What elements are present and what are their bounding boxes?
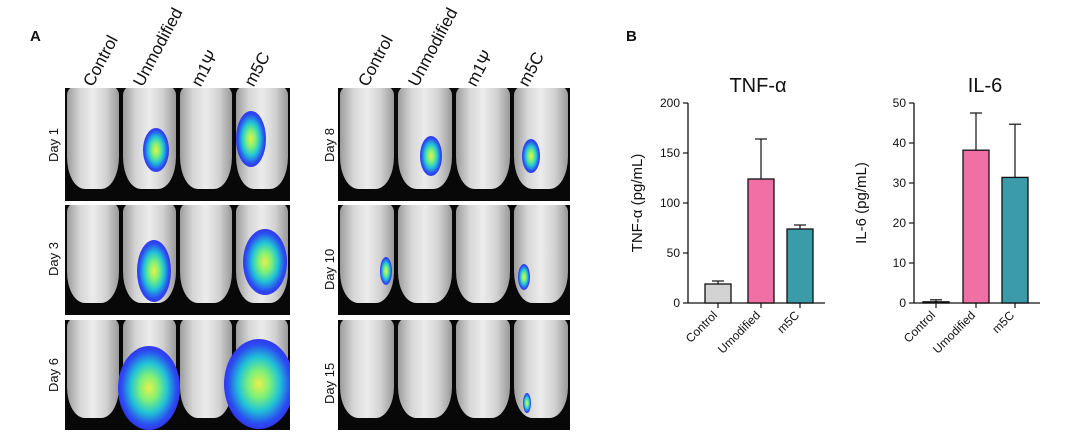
y-tick-label: 0 [899,296,906,310]
imaging-tile [338,205,570,315]
bioluminescence-signal [521,138,540,173]
bar-umodified [747,178,775,304]
panel-b-letter: B [626,28,637,45]
imaging-tile [65,205,290,315]
chart-title: TNF-α [729,75,786,97]
x-tick-label: Control [901,308,938,345]
mouse-image [67,205,120,303]
panel-a-letter: A [30,28,41,45]
imaging-tile [65,88,290,201]
bioluminescence-signal [143,128,170,173]
bioluminescence-signal [118,346,181,430]
y-tick-label: 50 [667,246,681,260]
bioluminescence-signal [235,110,266,167]
y-tick-label: 30 [893,176,907,190]
y-tick-label: 100 [660,196,680,210]
bar-m5c [1001,176,1029,304]
y-tick-label: 0 [673,296,680,310]
mouse-image [179,88,232,189]
y-tick-label: 10 [893,256,907,270]
bar-m5c [786,228,814,304]
bioluminescence-signal [379,257,392,285]
mouse-image [456,320,510,418]
mouse-image [67,88,120,189]
bioluminescence-signal [242,229,287,296]
mouse-image [340,88,394,189]
bioluminescence-signal [136,240,171,302]
mouse-image [340,320,394,418]
y-tick-label: 200 [660,96,680,110]
mouse-image [340,205,394,303]
x-tick-label: Umodified [715,308,763,356]
bioluminescence-signal [522,392,531,413]
y-tick-label: 40 [893,136,907,150]
imaging-tile [338,320,570,430]
y-tick-label: 150 [660,146,680,160]
mouse-image [398,205,452,303]
imaging-tile [65,320,290,430]
mouse-image [179,205,232,303]
bioluminescence-signal [223,338,290,429]
bar-umodified [962,149,990,304]
bar-control [704,283,732,304]
y-axis-label: TNF-α (pg/mL) [629,154,646,253]
chart-title: IL-6 [968,75,1002,97]
x-tick-label: m5C [774,308,802,336]
mouse-image [456,88,510,189]
y-tick-label: 50 [893,96,907,110]
x-tick-label: Control [683,308,720,345]
x-tick-label: Umodified [930,308,978,356]
bioluminescence-signal [517,263,530,290]
mouse-image [179,320,232,418]
bioluminescence-signal [419,135,442,176]
x-tick-label: m5C [989,308,1017,336]
y-tick-label: 20 [893,216,907,230]
y-axis-label: IL-6 (pg/mL) [853,162,870,244]
mouse-image [67,320,120,418]
imaging-tile [338,88,570,201]
mouse-image [514,88,568,189]
mouse-image [398,320,452,418]
bar-control [922,301,950,304]
mouse-image [456,205,510,303]
